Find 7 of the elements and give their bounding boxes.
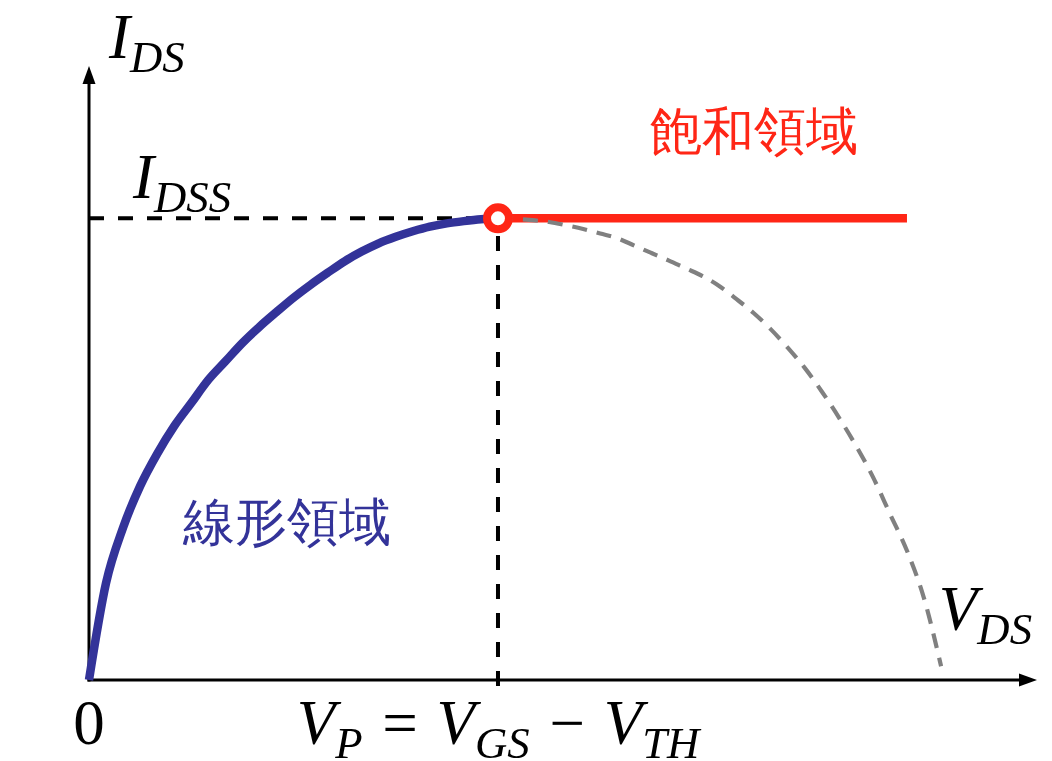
series-label: 線形領域 <box>182 492 391 552</box>
series-label: 飽和領域 <box>650 101 858 161</box>
ref-line-label: I$_{DSS}$ <box>132 142 231 223</box>
x-tick-label: V$_{P}$ = V$_{GS}$ − V$_{TH}$ <box>296 688 703 761</box>
x-tick-label: 0 <box>73 688 105 758</box>
x-axis-title: V$_{DS}$ <box>938 574 1032 654</box>
y-axis-title: I$_{DS}$ <box>108 2 185 82</box>
